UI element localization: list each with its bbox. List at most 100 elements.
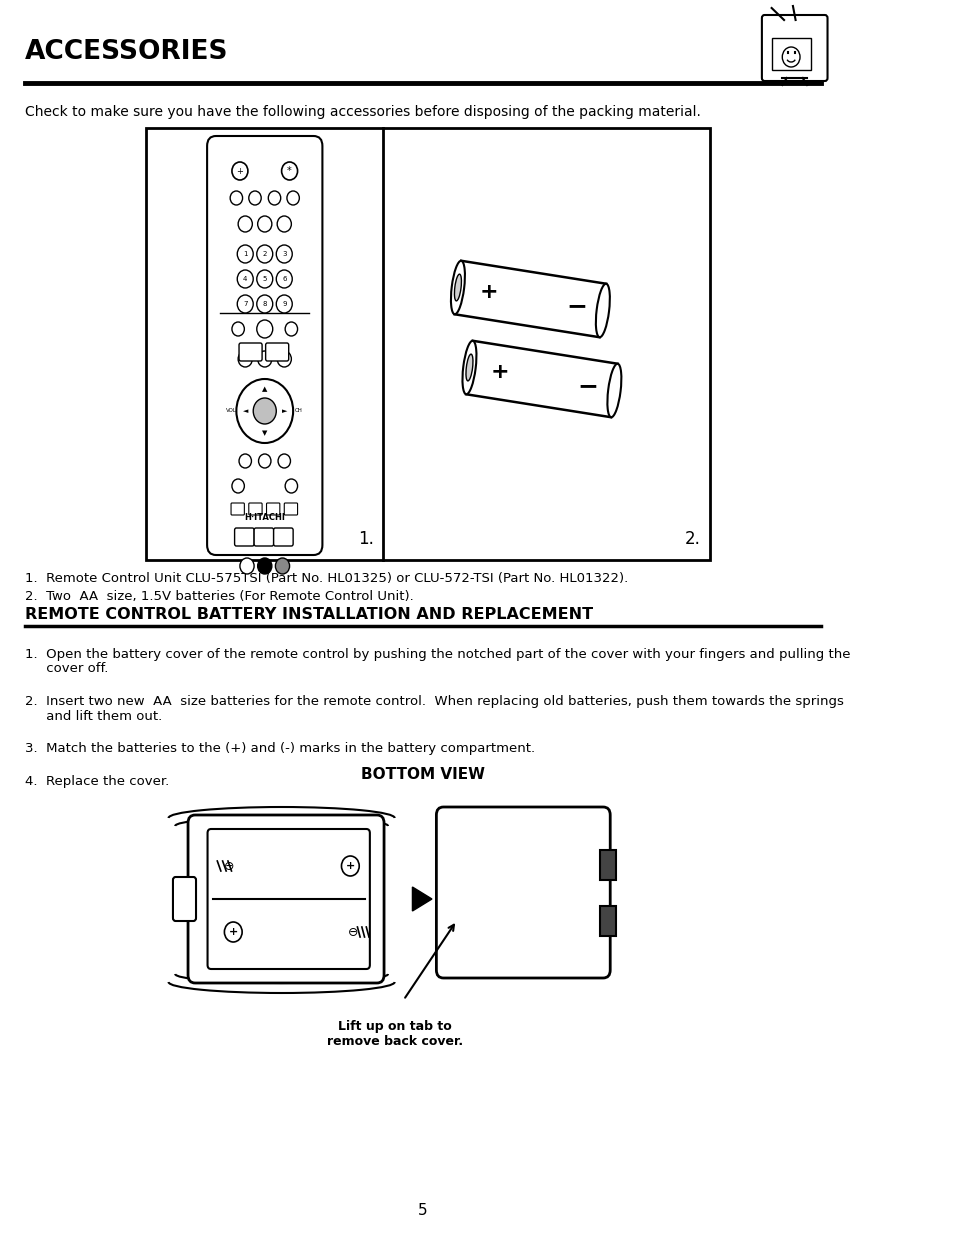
- Text: Lift up on tab to: Lift up on tab to: [337, 1020, 451, 1032]
- FancyBboxPatch shape: [599, 905, 616, 935]
- Circle shape: [277, 216, 291, 232]
- Circle shape: [287, 191, 299, 205]
- Text: and lift them out.: and lift them out.: [25, 710, 162, 722]
- Ellipse shape: [454, 274, 461, 301]
- Ellipse shape: [451, 261, 464, 314]
- Text: 4.  Replace the cover.: 4. Replace the cover.: [25, 776, 169, 788]
- Text: +: +: [478, 283, 497, 303]
- Text: 2.: 2.: [684, 530, 700, 548]
- Text: −: −: [577, 374, 598, 399]
- Ellipse shape: [596, 284, 609, 337]
- Circle shape: [230, 191, 242, 205]
- Text: +: +: [229, 927, 237, 937]
- FancyBboxPatch shape: [266, 503, 279, 515]
- Text: 7: 7: [243, 301, 247, 308]
- Circle shape: [256, 270, 273, 288]
- Circle shape: [276, 245, 292, 263]
- Text: 4: 4: [243, 275, 247, 282]
- FancyBboxPatch shape: [239, 343, 262, 361]
- Text: 3.  Match the batteries to the (+) and (-) marks in the battery compartment.: 3. Match the batteries to the (+) and (-…: [25, 742, 535, 755]
- Circle shape: [256, 295, 273, 312]
- FancyBboxPatch shape: [207, 136, 322, 555]
- Circle shape: [341, 856, 359, 876]
- FancyBboxPatch shape: [172, 877, 195, 921]
- Circle shape: [238, 351, 253, 367]
- Text: 1: 1: [243, 251, 247, 257]
- Text: ACCESSORIES: ACCESSORIES: [25, 40, 228, 65]
- FancyBboxPatch shape: [208, 829, 370, 969]
- Circle shape: [237, 270, 253, 288]
- Text: 6: 6: [282, 275, 286, 282]
- Circle shape: [253, 398, 276, 424]
- Circle shape: [256, 245, 273, 263]
- Text: 1.  Open the battery cover of the remote control by pushing the notched part of : 1. Open the battery cover of the remote …: [25, 648, 849, 661]
- Circle shape: [781, 47, 800, 67]
- Ellipse shape: [465, 354, 473, 380]
- Circle shape: [276, 295, 292, 312]
- Text: 9: 9: [282, 301, 286, 308]
- Circle shape: [277, 351, 291, 367]
- Text: 8: 8: [262, 301, 267, 308]
- Text: VOL: VOL: [225, 409, 236, 414]
- Text: ◄: ◄: [242, 408, 248, 414]
- Circle shape: [237, 295, 253, 312]
- Text: 2.  Two  AA  size, 1.5V batteries (For Remote Control Unit).: 2. Two AA size, 1.5V batteries (For Remo…: [25, 590, 414, 603]
- Circle shape: [238, 216, 253, 232]
- Circle shape: [281, 162, 297, 180]
- Bar: [771, 38, 810, 70]
- Text: ⊖: ⊖: [223, 860, 233, 872]
- Circle shape: [258, 454, 271, 468]
- FancyBboxPatch shape: [284, 503, 297, 515]
- Text: 1.  Remote Control Unit CLU-575TSI (Part No. HL01325) or CLU-572-TSI (Part No. H: 1. Remote Control Unit CLU-575TSI (Part …: [25, 572, 627, 585]
- FancyBboxPatch shape: [599, 850, 616, 879]
- Text: −: −: [565, 294, 586, 319]
- Text: ▼: ▼: [262, 430, 267, 436]
- Ellipse shape: [462, 341, 476, 394]
- Text: ►: ►: [281, 408, 287, 414]
- Circle shape: [275, 558, 290, 574]
- Circle shape: [232, 322, 244, 336]
- Text: CH: CH: [294, 409, 302, 414]
- Circle shape: [239, 558, 253, 574]
- Circle shape: [268, 191, 280, 205]
- Ellipse shape: [607, 364, 620, 417]
- Circle shape: [249, 191, 261, 205]
- FancyBboxPatch shape: [436, 806, 610, 978]
- Polygon shape: [455, 261, 605, 337]
- Circle shape: [277, 454, 290, 468]
- Circle shape: [257, 216, 272, 232]
- Circle shape: [257, 558, 272, 574]
- Text: BOTTOM VIEW: BOTTOM VIEW: [360, 767, 484, 782]
- Circle shape: [224, 923, 242, 942]
- Text: 5: 5: [417, 1203, 428, 1218]
- Text: 2: 2: [262, 251, 267, 257]
- Polygon shape: [466, 341, 618, 417]
- Circle shape: [232, 479, 244, 493]
- Text: REMOTE CONTROL BATTERY INSTALLATION AND REPLACEMENT: REMOTE CONTROL BATTERY INSTALLATION AND …: [25, 606, 593, 622]
- Text: +: +: [491, 362, 509, 383]
- Text: 1.: 1.: [358, 530, 374, 548]
- Text: +: +: [345, 861, 355, 871]
- FancyBboxPatch shape: [249, 503, 262, 515]
- Text: ⊖: ⊖: [348, 925, 358, 939]
- Circle shape: [276, 270, 292, 288]
- Circle shape: [232, 162, 248, 180]
- Circle shape: [256, 320, 273, 338]
- Text: 5: 5: [262, 275, 267, 282]
- Circle shape: [257, 351, 272, 367]
- Text: H·ITACHI: H·ITACHI: [244, 513, 285, 521]
- Circle shape: [239, 454, 252, 468]
- Polygon shape: [412, 887, 432, 911]
- Circle shape: [285, 322, 297, 336]
- Text: Check to make sure you have the following accessories before disposing of the pa: Check to make sure you have the followin…: [25, 105, 700, 119]
- FancyBboxPatch shape: [234, 529, 253, 546]
- Text: 3: 3: [282, 251, 286, 257]
- FancyBboxPatch shape: [265, 343, 289, 361]
- FancyBboxPatch shape: [188, 815, 384, 983]
- Text: ▲: ▲: [262, 387, 267, 391]
- Text: remove back cover.: remove back cover.: [326, 1035, 462, 1049]
- Circle shape: [236, 379, 293, 443]
- FancyBboxPatch shape: [761, 15, 826, 82]
- FancyBboxPatch shape: [231, 503, 244, 515]
- Text: *: *: [287, 165, 292, 177]
